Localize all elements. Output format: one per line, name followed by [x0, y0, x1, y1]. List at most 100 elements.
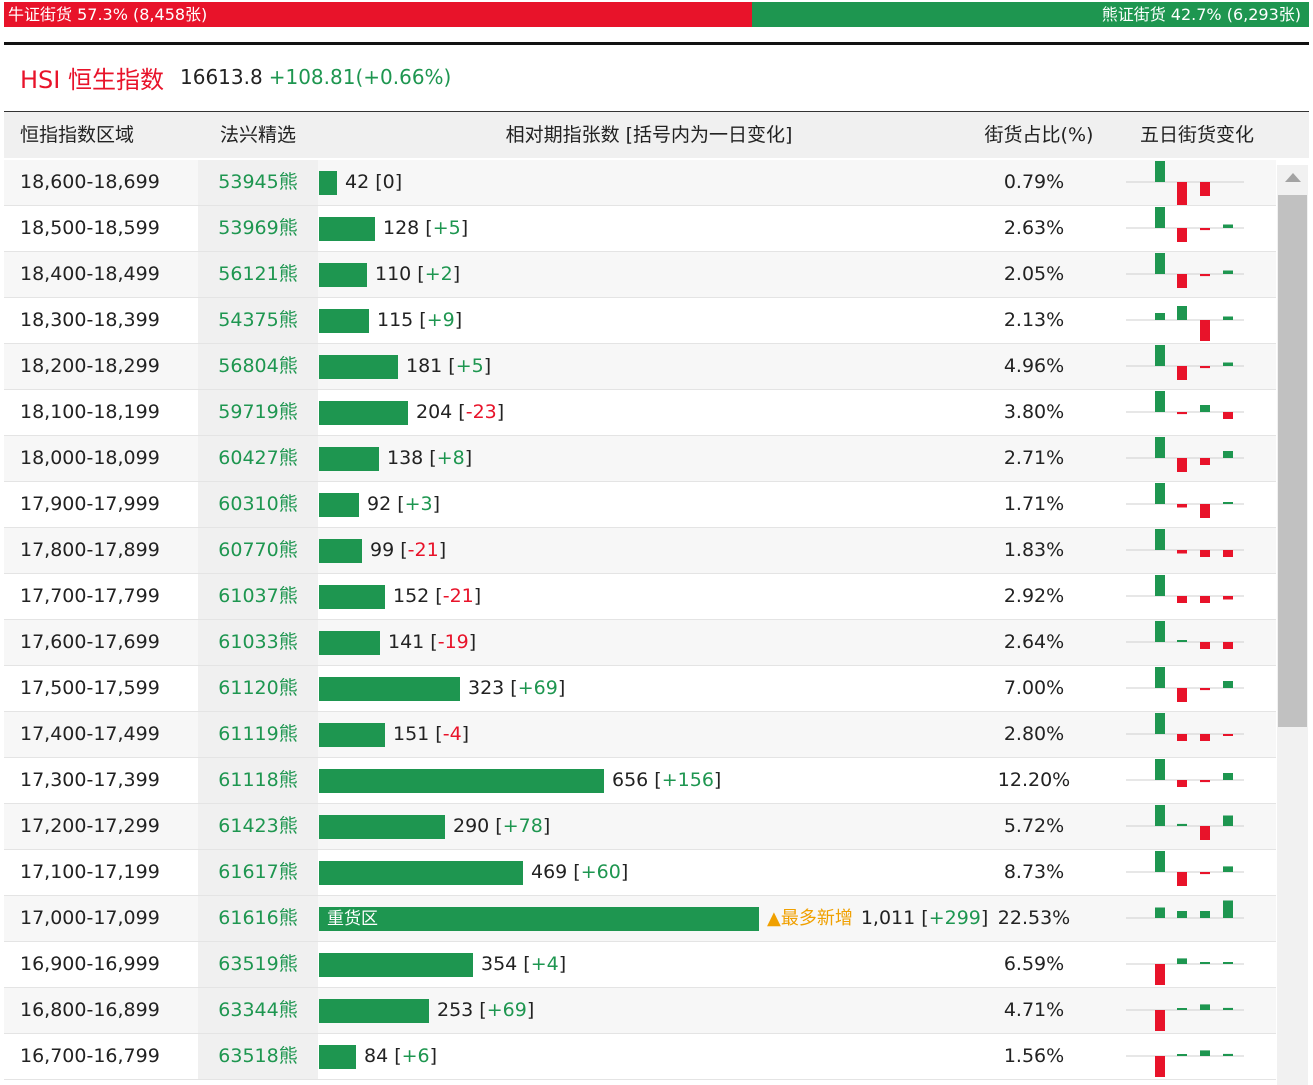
row-warrant-code-link[interactable]: 61118熊 — [198, 758, 318, 803]
row-daily-change: +69 — [486, 999, 527, 1021]
table-row: 17,000-17,099 61616熊 重货区 ▲最多新增 1,011 [+299] 2… — [4, 896, 1276, 942]
most-new-tag: ▲最多新增 — [767, 908, 853, 929]
row-count-label: 253 [+69] — [437, 999, 535, 1021]
row-range: 17,300-17,399 — [20, 769, 160, 791]
sparkline-bar — [1177, 911, 1187, 918]
row-warrant-code-link[interactable]: 60427熊 — [198, 436, 318, 481]
scrollbar[interactable] — [1277, 165, 1308, 1085]
bull-bear-ratio-bar: 牛证街货 57.3% (8,458张) 熊证街货 42.7% (6,293张) — [4, 2, 1309, 27]
sparkline-bar — [1200, 366, 1210, 369]
row-daily-change: +5 — [432, 217, 461, 239]
row-five-day-sparkline — [1126, 805, 1244, 840]
sparkline-bar — [1200, 504, 1210, 518]
row-range: 17,100-17,199 — [20, 861, 160, 883]
row-share: 2.05% — [1003, 263, 1065, 285]
table-row: 17,800-17,899 60770熊 99 [-21] 1.83% — [4, 528, 1276, 574]
row-count-bar — [319, 631, 380, 655]
row-warrant-code-link[interactable]: 61120熊 — [198, 666, 318, 711]
row-count: 42 — [345, 171, 370, 193]
sparkline-bar — [1155, 964, 1165, 985]
row-warrant-code-link[interactable]: 61616熊 — [198, 896, 318, 941]
sparkline-bar — [1200, 1004, 1210, 1010]
scrollbar-thumb[interactable] — [1278, 195, 1307, 727]
row-count-bar — [319, 1045, 356, 1069]
sparkline-bar — [1223, 451, 1233, 458]
sparkline-bar — [1155, 1056, 1165, 1077]
row-daily-change: +60 — [580, 861, 621, 883]
sparkline-bar — [1223, 412, 1233, 419]
row-warrant-code-link[interactable]: 60310熊 — [198, 482, 318, 527]
index-name[interactable]: HSI 恒生指数 — [20, 65, 164, 94]
row-share: 1.71% — [1003, 493, 1065, 515]
sparkline-bar — [1177, 274, 1187, 288]
row-count-label: 110 [+2] — [375, 263, 461, 285]
index-value: 16613.8 — [180, 65, 263, 89]
sparkline-bar — [1155, 907, 1165, 918]
sparkline-bar — [1155, 207, 1165, 228]
row-warrant-code-link[interactable]: 54375熊 — [198, 298, 318, 343]
table-top-rule — [4, 111, 1309, 112]
column-header-range: 恒指指数区域 — [20, 124, 135, 146]
row-five-day-sparkline — [1126, 1004, 1244, 1031]
row-count: 354 — [481, 953, 518, 975]
row-daily-change: +69 — [517, 677, 558, 699]
scroll-up-arrow-icon[interactable] — [1285, 173, 1301, 182]
sparkline-bar — [1200, 780, 1210, 783]
row-count-bar — [319, 171, 337, 195]
sparkline-bar — [1177, 1054, 1187, 1056]
sparkline-bar — [1177, 306, 1187, 320]
sparkline-bar — [1155, 161, 1165, 182]
row-warrant-code-link[interactable]: 56804熊 — [198, 344, 318, 389]
sparkline-bar — [1200, 405, 1210, 412]
row-five-day-sparkline — [1126, 759, 1244, 787]
column-header-five-day: 五日街货变化 — [1139, 124, 1254, 146]
row-share: 2.80% — [1003, 723, 1065, 745]
row-range: 16,800-16,899 — [20, 999, 160, 1021]
row-warrant-code-link[interactable]: 61617熊 — [198, 850, 318, 895]
row-warrant-code-link[interactable]: 61119熊 — [198, 712, 318, 757]
table-row: 18,300-18,399 54375熊 115 [+9] 2.13% — [4, 298, 1276, 344]
row-warrant-code-link[interactable]: 63519熊 — [198, 942, 318, 987]
row-warrant-code-link[interactable]: 56121熊 — [198, 252, 318, 297]
row-daily-change: +8 — [436, 447, 465, 469]
row-daily-change: +9 — [426, 309, 455, 331]
row-warrant-code-link[interactable]: 59719熊 — [198, 390, 318, 435]
row-daily-change: -23 — [465, 401, 497, 423]
row-warrant-code-link[interactable]: 61423熊 — [198, 804, 318, 849]
row-warrant-code-link[interactable]: 53945熊 — [198, 160, 318, 205]
sparkline-bar — [1177, 596, 1187, 603]
row-warrant-code-link[interactable]: 53969熊 — [198, 206, 318, 251]
row-five-day-sparkline — [1126, 306, 1244, 341]
sparkline-bar — [1200, 458, 1210, 465]
sparkline-bar — [1200, 550, 1210, 557]
row-warrant-code-link[interactable]: 61037熊 — [198, 574, 318, 619]
row-warrant-code-link[interactable]: 63344熊 — [198, 988, 318, 1033]
row-warrant-code-link[interactable]: 63518熊 — [198, 1034, 318, 1079]
row-share: 2.64% — [1003, 631, 1065, 653]
row-count-bar — [319, 263, 367, 287]
table-row: 16,700-16,799 63518熊 84 [+6] 1.56% — [4, 1034, 1276, 1080]
row-count-label: 141 [-19] — [388, 631, 477, 653]
row-warrant-code-link[interactable]: 61033熊 — [198, 620, 318, 665]
sparkline-bar — [1155, 483, 1165, 504]
sparkline-bar — [1155, 851, 1165, 872]
row-range: 16,900-16,999 — [20, 953, 160, 975]
row-count-label: 42 [0] — [345, 171, 403, 193]
sparkline-bar — [1223, 734, 1233, 736]
row-count-bar — [319, 677, 460, 701]
table-body: 18,600-18,699 53945熊 42 [0] 0.79% 18,500-18,… — [4, 160, 1276, 1080]
row-warrant-code-link[interactable]: 60770熊 — [198, 528, 318, 573]
table-row: 17,900-17,999 60310熊 92 [+3] 1.71% — [4, 482, 1276, 528]
row-range: 17,200-17,299 — [20, 815, 160, 837]
row-five-day-sparkline — [1126, 667, 1244, 702]
row-count-label: 151 [-4] — [393, 723, 470, 745]
sparkline-bar — [1155, 391, 1165, 412]
sparkline-bar — [1223, 362, 1233, 366]
sparkline-bar — [1177, 823, 1187, 826]
row-share: 4.96% — [1003, 355, 1065, 377]
sparkline-bar — [1155, 345, 1165, 366]
row-share: 0.79% — [1003, 171, 1065, 193]
sparkline-bar — [1177, 228, 1187, 242]
sparkline-bar — [1223, 642, 1233, 649]
row-count-bar — [319, 769, 604, 793]
